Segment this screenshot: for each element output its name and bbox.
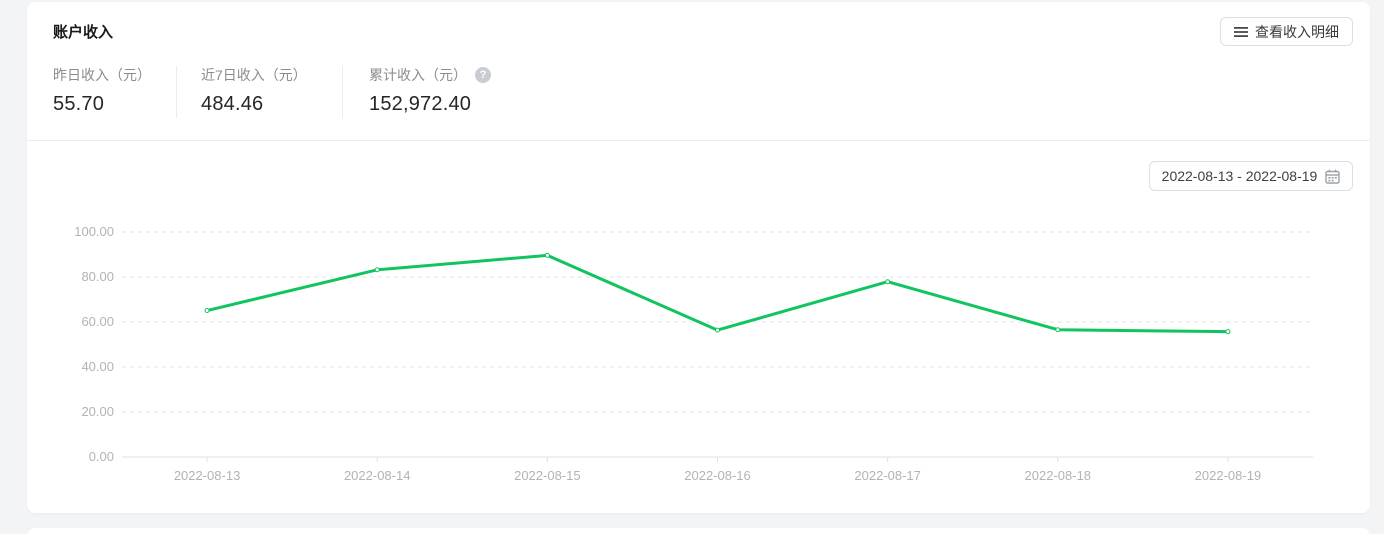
y-axis-tick-label: 60.00 bbox=[81, 314, 114, 329]
income-line-chart: 0.00 20.00 40.00 60.00 80.00 100.00 2022-08-13… bbox=[74, 224, 1313, 483]
stat-yesterday-income: 昨日收入（元） 55.70 bbox=[27, 66, 176, 118]
x-axis-tick-label: 2022-08-15 bbox=[514, 468, 581, 483]
x-axis-tick-label: 2022-08-18 bbox=[1025, 468, 1092, 483]
data-point-marker bbox=[374, 267, 380, 273]
stat-value: 55.70 bbox=[53, 93, 105, 115]
x-axis-tick-label: 2022-08-17 bbox=[854, 468, 921, 483]
stat-total-income: 累计收入（元） ? 152,972.40 bbox=[342, 66, 602, 118]
calendar-icon bbox=[1325, 169, 1341, 184]
income-chart-section: 2022-08-13 - 2022-08-19 0.00 20.00 40.00 60… bbox=[27, 141, 1370, 513]
y-axis-tick-label: 20.00 bbox=[81, 404, 114, 419]
account-income-card: 账户收入 查看收入明细 昨日收入（元） 55.70 近7日收入（元） 484.4… bbox=[27, 2, 1370, 513]
stats-row: 昨日收入（元） 55.70 近7日收入（元） 484.46 累计收入（元） ? … bbox=[27, 66, 1370, 118]
data-point-marker bbox=[1225, 329, 1231, 335]
stat-label: 昨日收入（元） bbox=[53, 67, 151, 83]
data-point-marker bbox=[544, 252, 550, 258]
stat-label: 近7日收入（元） bbox=[201, 67, 307, 83]
y-axis-tick-label: 0.00 bbox=[89, 449, 114, 464]
next-section-card bbox=[27, 528, 1370, 534]
x-axis-tick-label: 2022-08-13 bbox=[174, 468, 241, 483]
section-divider bbox=[27, 140, 1370, 141]
list-icon bbox=[1234, 26, 1248, 38]
question-mark-icon[interactable]: ? bbox=[475, 67, 491, 83]
panel-title: 账户收入 bbox=[53, 24, 114, 41]
stat-value: 484.46 bbox=[201, 93, 264, 115]
data-point-marker bbox=[885, 279, 891, 285]
income-line-series bbox=[205, 253, 1230, 334]
view-income-details-label: 查看收入明细 bbox=[1255, 23, 1339, 40]
date-range-picker[interactable]: 2022-08-13 - 2022-08-19 bbox=[1149, 161, 1353, 191]
y-axis-tick-label: 80.00 bbox=[81, 269, 114, 284]
stat-label-text: 累计收入（元） bbox=[369, 67, 467, 83]
data-point-marker bbox=[715, 327, 720, 333]
y-axis-tick-label: 40.00 bbox=[81, 359, 114, 374]
stat-label: 累计收入（元） ? bbox=[369, 66, 602, 84]
x-axis-tick-label: 2022-08-19 bbox=[1195, 468, 1262, 483]
stat-value: 152,972.40 bbox=[369, 93, 472, 115]
x-axis-tick-label: 2022-08-16 bbox=[684, 468, 751, 483]
x-axis-tick-label: 2022-08-14 bbox=[344, 468, 411, 483]
view-income-details-button[interactable]: 查看收入明细 bbox=[1220, 17, 1353, 46]
data-point-marker bbox=[204, 308, 210, 314]
data-point-marker bbox=[1055, 327, 1061, 333]
y-axis-tick-label: 100.00 bbox=[74, 224, 114, 239]
date-range-value: 2022-08-13 - 2022-08-19 bbox=[1161, 168, 1318, 184]
stat-last7days-income: 近7日收入（元） 484.46 bbox=[176, 66, 342, 118]
